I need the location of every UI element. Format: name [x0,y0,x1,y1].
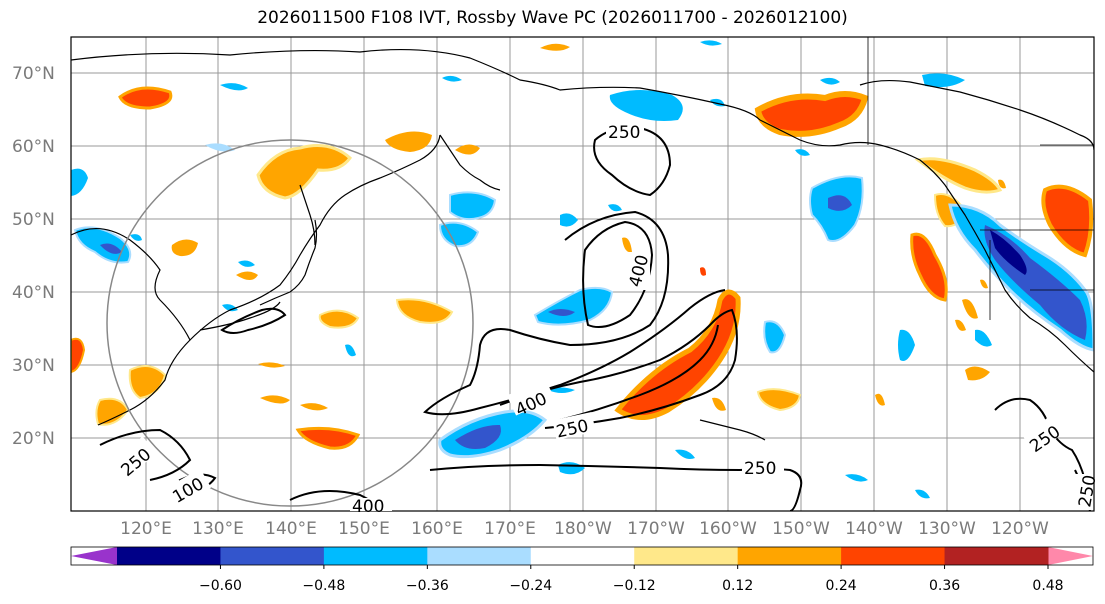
colorbar-tick-label: 0.36 [929,578,960,594]
colorbar-segment [841,547,946,565]
coastlines [71,48,1094,441]
reference-circle [106,139,474,507]
lon-label: 130°W [918,519,976,539]
borders [867,37,1094,320]
lon-label: 140°E [265,519,317,539]
lon-label: 120°E [120,519,172,539]
contour-label: 250 [744,459,776,479]
lat-label: 70°N [12,64,55,84]
lon-label: 160°E [411,519,463,539]
colorbar-segment [530,547,635,565]
contour-label: 400 [352,497,384,517]
longitude-labels: 120°E 130°E 140°E 150°E 160°E 170°E 180°… [120,519,1049,539]
colorbar-tick-label: 0.12 [722,578,753,594]
lat-label: 20°N [12,429,55,449]
colorbar-segment [323,547,428,565]
lon-label: 170°W [627,519,685,539]
colorbar-extend-low [71,547,117,565]
contour-labels: 250 400 400 250 250 250 400 250 100 250 [113,122,1101,517]
latitude-labels: 70°N 60°N 50°N 40°N 30°N 20°N [12,64,55,449]
colorbar-segment [220,547,325,565]
lon-label: 130°E [192,519,244,539]
map-frame [70,36,1095,512]
colorbar-extend-high [1048,547,1093,565]
lon-label: 160°W [699,519,757,539]
lat-label: 40°N [12,283,55,303]
colorbar-segment [634,547,739,565]
colorbar-tick-label: −0.48 [302,578,345,594]
colorbar-tick-label: 0.24 [826,578,857,594]
positive-anomaly-patches [71,43,1094,450]
colorbar-tick-label: −0.12 [613,578,656,594]
colorbar-segment [737,547,842,565]
colorbar-tick-label: 0.48 [1032,578,1063,594]
colorbar-tick-label: −0.60 [199,578,242,594]
colorbar-tick-label: −0.24 [509,578,552,594]
lon-label: 140°W [845,519,903,539]
colorbar: −0.60 −0.48 −0.36 −0.24 −0.12 0.12 0.24 0.36 0.4… [70,546,1094,594]
chart-title: 2026011500 F108 IVT, Rossby Wave PC (202… [257,8,848,28]
lat-label: 50°N [12,210,55,230]
negative-anomaly-patches [71,40,1094,499]
lon-label: 120°W [991,519,1049,539]
contour-label: 250 [608,123,640,143]
lon-label: 150°E [338,519,390,539]
colorbar-segment [944,547,1049,565]
lon-label: 180°W [554,519,612,539]
colorbar-segment [427,547,532,565]
lat-label: 30°N [12,356,55,376]
colorbar-segment [117,547,221,565]
lon-label: 150°W [772,519,830,539]
lon-label: 170°E [484,519,536,539]
lat-label: 60°N [12,137,55,157]
colorbar-tick-label: −0.36 [406,578,449,594]
contour-label: 250 [1075,473,1100,508]
